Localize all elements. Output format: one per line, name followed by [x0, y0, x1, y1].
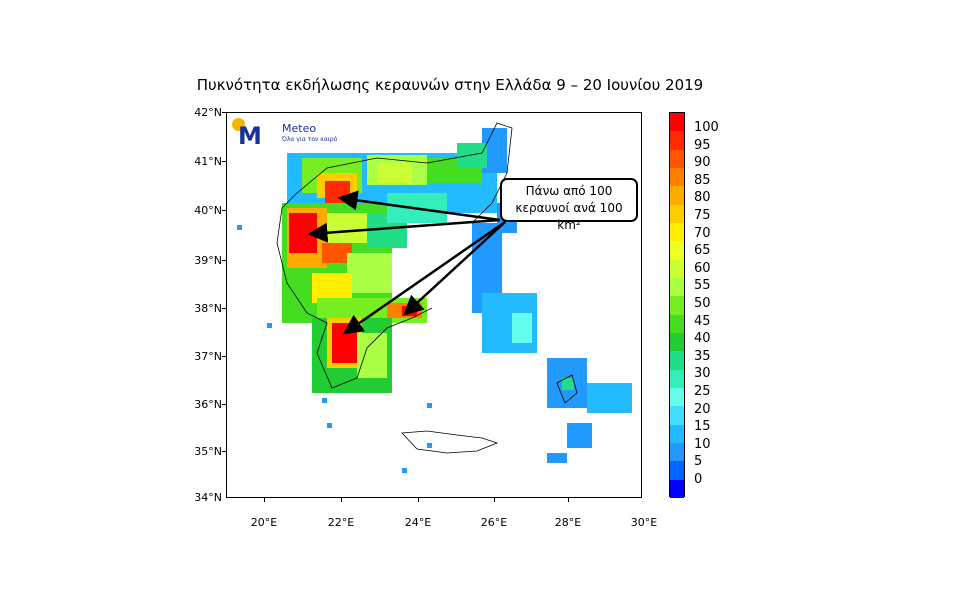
colorbar-segment [670, 131, 684, 151]
lat-tick [222, 260, 227, 261]
lat-tick [222, 210, 227, 211]
callout-box: Πάνω από 100 κεραυνοί ανά 100 km² [500, 178, 638, 232]
colorbar-segment [670, 149, 684, 169]
colorbar-segment [670, 113, 684, 132]
lon-tick [264, 497, 265, 502]
lon-tick [568, 497, 569, 502]
colorbar-label: 70 [694, 225, 711, 241]
lat-label-34: 34°N [194, 491, 222, 504]
colorbar-label: 20 [694, 401, 711, 417]
arrow-2 [307, 218, 501, 243]
colorbar-segment [670, 461, 684, 481]
colorbar-label: 25 [694, 384, 711, 399]
colorbar-label: 30 [694, 366, 711, 382]
lat-label-40: 40°N [194, 204, 222, 217]
colorbar-segment [670, 168, 684, 187]
lat-label-36: 36°N [194, 398, 222, 411]
lat-tick [222, 404, 227, 405]
colorbar-label: 5 [694, 454, 703, 470]
lon-tick [341, 497, 342, 502]
colorbar-label: 60 [694, 260, 711, 276]
callout-line2: κεραυνοί ανά 100 km² [515, 201, 623, 232]
colorbar-label: 45 [694, 313, 711, 329]
colorbar-label: 100 [694, 120, 719, 135]
colorbar-label: 40 [694, 331, 711, 347]
sun-icon [232, 118, 245, 131]
arrow-4 [342, 220, 506, 335]
colorbar-segment [670, 223, 684, 242]
callout-line1: Πάνω από 100 [525, 184, 613, 198]
lat-label-35: 35°N [194, 445, 222, 458]
lat-label-38: 38°N [194, 302, 222, 315]
lon-tick [494, 497, 495, 502]
logo-mark: M [238, 122, 262, 150]
colorbar-label: 55 [694, 278, 711, 294]
colorbar-segment [670, 443, 684, 462]
colorbar-label: 0 [694, 472, 703, 487]
lat-tick [222, 161, 227, 162]
lon-label-20: 20°E [250, 516, 278, 529]
colorbar-label: 50 [694, 296, 711, 311]
colorbar-label: 95 [694, 137, 711, 153]
arrow-1 [337, 190, 501, 222]
lat-label-39: 39°N [194, 254, 222, 267]
meteo-logo: M Meteo Όλα για τον καιρό [232, 118, 342, 152]
colorbar-label: 65 [694, 243, 711, 259]
lon-label-22: 22°E [327, 516, 355, 529]
lon-label-28: 28°E [554, 516, 582, 529]
colorbar-segment [670, 479, 684, 499]
colorbar-segment [670, 259, 684, 279]
colorbar-label: 85 [694, 172, 711, 188]
colorbar-label: 90 [694, 155, 711, 171]
colorbar-label: 10 [694, 436, 711, 452]
lat-tick [222, 356, 227, 357]
lat-label-41: 41°N [194, 155, 222, 168]
colorbar-segment [670, 333, 684, 352]
map-title: Πυκνότητα εκδήλωσης κεραυνών στην Ελλάδα… [196, 76, 704, 94]
colorbar-segment [670, 204, 684, 224]
colorbar-segment [670, 278, 684, 297]
lon-label-30: 30°E [630, 516, 658, 529]
colorbar-segment [670, 314, 684, 334]
logo-tagline: Όλα για τον καιρό [282, 136, 338, 143]
colorbar-segment [670, 424, 684, 444]
lon-tick [418, 497, 419, 502]
colorbar-segment [670, 296, 684, 316]
colorbar-segment [670, 406, 684, 426]
arrow-3 [403, 221, 506, 316]
colorbar-label: 75 [694, 208, 711, 223]
lat-tick [222, 451, 227, 452]
lat-tick [222, 308, 227, 309]
colorbar-label: 80 [694, 190, 711, 206]
colorbar-segment [670, 186, 684, 206]
colorbar-label: 15 [694, 419, 711, 435]
colorbar-segment [670, 388, 684, 407]
lat-label-42: 42°N [194, 106, 222, 119]
colorbar-segment [670, 241, 684, 261]
colorbar [669, 112, 685, 499]
lat-tick [222, 112, 227, 113]
lat-label-37: 37°N [194, 350, 222, 363]
colorbar-segment [670, 351, 684, 371]
colorbar-label: 35 [694, 348, 711, 364]
lon-label-26: 26°E [480, 516, 508, 529]
lon-label-24: 24°E [404, 516, 432, 529]
colorbar-segment [670, 369, 684, 389]
logo-name: Meteo [282, 122, 317, 135]
